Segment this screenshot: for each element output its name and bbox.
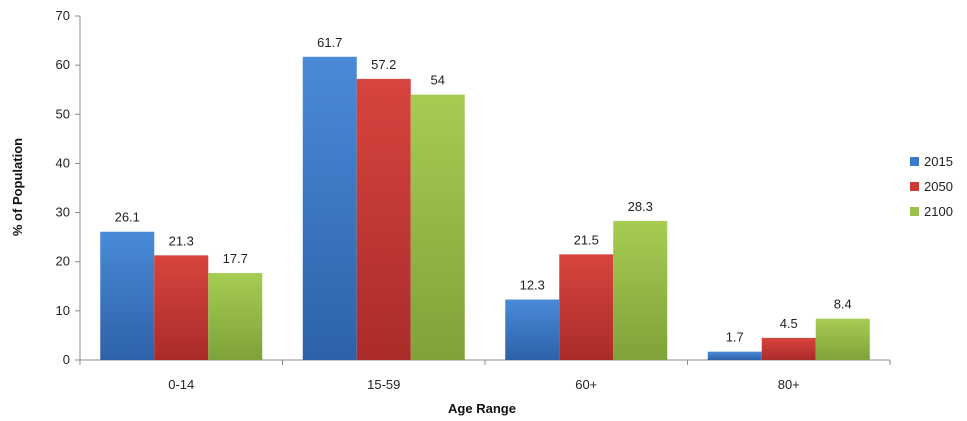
bar-2100-0-14	[208, 273, 263, 360]
legend-swatch-2050	[910, 182, 919, 191]
bar-2050-0-14	[154, 255, 209, 360]
y-tick-label: 50	[56, 106, 70, 121]
bar-2100-15-59	[410, 94, 465, 360]
y-tick-label: 70	[56, 8, 70, 23]
bar-2050-60+	[559, 254, 614, 360]
bar-2015-60+	[505, 299, 560, 360]
x-tick-label: 80+	[778, 377, 800, 392]
bar-2050-15-59	[356, 78, 411, 360]
legend-label-2015: 2015	[924, 154, 953, 169]
data-label: 54	[431, 73, 445, 88]
legend-swatch-2100	[910, 207, 919, 216]
legend-label-2050: 2050	[924, 179, 953, 194]
y-tick-label: 60	[56, 57, 70, 72]
data-label: 26.1	[115, 210, 140, 225]
data-label: 61.7	[317, 35, 342, 50]
x-tick-label: 15-59	[367, 377, 400, 392]
legend-swatch-2015	[910, 157, 919, 166]
x-tick-label: 60+	[575, 377, 597, 392]
data-label: 12.3	[520, 278, 545, 293]
x-tick-label: 0-14	[168, 377, 194, 392]
y-tick-label: 40	[56, 155, 70, 170]
bar-2050-80+	[761, 337, 816, 360]
data-label: 17.7	[223, 251, 248, 266]
data-label: 4.5	[780, 316, 798, 331]
bar-2100-60+	[613, 220, 668, 360]
bar-2015-15-59	[302, 56, 357, 360]
y-tick-label: 0	[63, 352, 70, 367]
data-label: 28.3	[628, 199, 653, 214]
bar-2015-0-14	[100, 231, 155, 360]
data-label: 21.3	[169, 233, 194, 248]
bar-2100-80+	[815, 318, 870, 360]
data-label: 1.7	[726, 330, 744, 345]
data-label: 21.5	[574, 232, 599, 247]
data-label: 8.4	[834, 297, 852, 312]
y-tick-label: 20	[56, 254, 70, 269]
data-label: 57.2	[371, 57, 396, 72]
bar-2015-80+	[707, 351, 762, 360]
y-tick-label: 30	[56, 205, 70, 220]
y-tick-label: 10	[56, 303, 70, 318]
x-axis-title: Age Range	[448, 401, 516, 416]
y-axis-title: % of Population	[10, 138, 25, 236]
legend-label-2100: 2100	[924, 204, 953, 219]
